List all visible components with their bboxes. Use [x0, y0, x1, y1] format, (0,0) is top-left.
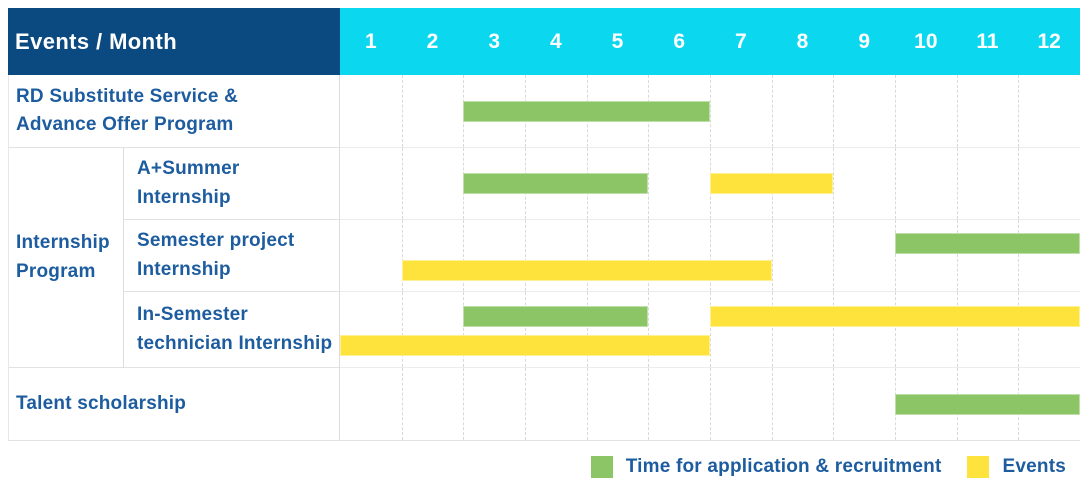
month-header-11: 11 [976, 29, 999, 53]
month-gridline [1018, 75, 1020, 147]
legend-item-events: Events [967, 456, 1066, 478]
month-header-5: 5 [611, 29, 624, 53]
month-gridline [771, 75, 773, 147]
month-header-8: 8 [796, 29, 809, 53]
gantt-bar-application [463, 173, 649, 194]
row-label: A+Summer Internship [124, 148, 340, 220]
month-gridline [771, 292, 773, 367]
month-gridline [895, 148, 896, 219]
month-header-3: 3 [488, 29, 500, 53]
month-gridline [648, 220, 650, 291]
month-gridline [895, 220, 896, 291]
month-header-10: 10 [914, 29, 938, 53]
month-gridline [710, 75, 711, 147]
month-gridline [586, 220, 588, 291]
month-gridline [586, 292, 588, 367]
month-gridline [463, 368, 465, 440]
month-gridline [833, 368, 835, 440]
month-gridline [525, 292, 526, 367]
row-label-line: Internship [137, 186, 231, 208]
month-header-1: 1 [364, 29, 377, 53]
month-gridline [401, 148, 403, 219]
month-gridline [895, 75, 896, 147]
gantt-bar-events [710, 305, 1080, 327]
row-timeline [340, 292, 1080, 368]
month-header-row: 1 2 3 4 5 6 7 8 9 10 11 12 [340, 8, 1080, 75]
gantt-bar-application [895, 393, 1080, 415]
row-timeline [340, 75, 1080, 148]
month-gridline [833, 292, 835, 367]
month-header-2: 2 [426, 29, 439, 53]
group-label-line: Internship [16, 232, 110, 253]
row-timeline [340, 220, 1080, 292]
month-gridline [463, 292, 465, 367]
legend-label-events: Events [1002, 456, 1066, 477]
month-header-6: 6 [673, 29, 685, 53]
row-label: RD Substitute Service & Advance Offer Pro… [8, 75, 340, 148]
month-gridline [1018, 292, 1020, 367]
month-gridline [956, 292, 958, 367]
row-label-line: Advance Offer Program [16, 114, 234, 135]
month-gridline [648, 148, 650, 219]
legend-label-application: Time for application & recruitment [625, 456, 942, 477]
month-gridline [956, 148, 958, 219]
row-label: Talent scholarship [8, 368, 340, 441]
month-gridline [956, 220, 958, 291]
row-label-line: A+Summer [137, 158, 240, 179]
month-gridline [833, 220, 835, 291]
row-label-line: RD Substitute Service & [16, 85, 239, 107]
row-label: Semester project Internship [124, 220, 340, 292]
month-gridline [710, 368, 711, 440]
month-gridline [648, 292, 650, 367]
legend: Time for application & recruitment Events [590, 456, 1066, 478]
month-gridline [1018, 148, 1020, 219]
table-header-title: Events / Month [8, 8, 340, 75]
month-gridline [463, 220, 465, 291]
month-header-9: 9 [858, 29, 870, 53]
month-gridline [401, 75, 403, 147]
month-gridline [710, 220, 711, 291]
month-gridline [771, 220, 773, 291]
month-gridline [525, 220, 526, 291]
gantt-bar-application [463, 100, 710, 122]
month-gridline [401, 368, 403, 440]
row-label-line: Talent scholarship [16, 392, 187, 414]
month-gridline [833, 75, 835, 147]
legend-swatch-events [967, 456, 990, 478]
month-gridline [586, 368, 588, 440]
row-label: In-Semester technician Internship [124, 292, 340, 368]
row-label-line: Internship [137, 258, 231, 280]
group-label-internship-program: Internship Program [8, 148, 124, 368]
row-label-line: Semester project [137, 230, 295, 251]
gantt-bar-events [340, 334, 710, 356]
row-timeline [340, 148, 1080, 220]
month-gridline [895, 292, 896, 367]
month-gridline [401, 292, 403, 367]
month-gridline [710, 292, 711, 367]
month-gridline [956, 75, 958, 147]
row-label-line: In-Semester [137, 304, 248, 325]
gantt-bar-events [401, 260, 772, 282]
legend-item-application: Time for application & recruitment [590, 456, 942, 478]
gantt-bar-events [710, 173, 834, 194]
gantt-bar-application [463, 305, 649, 327]
row-timeline [340, 368, 1080, 441]
events-month-table: Events / Month 1 2 3 4 5 6 7 8 9 10 11 12 Internshi… [8, 8, 1080, 441]
month-gridline [833, 148, 835, 219]
row-label-line: technician Internship [137, 332, 333, 354]
legend-swatch-application [590, 456, 613, 478]
month-header-7: 7 [734, 29, 747, 53]
month-gridline [648, 368, 650, 440]
month-header-12: 12 [1037, 29, 1061, 53]
month-gridline [1018, 220, 1020, 291]
month-gridline [401, 220, 403, 291]
month-gridline [525, 368, 526, 440]
gantt-bar-application [895, 232, 1080, 254]
group-label-line: Program [16, 260, 96, 282]
month-header-4: 4 [549, 29, 562, 53]
month-gridline [771, 368, 773, 440]
